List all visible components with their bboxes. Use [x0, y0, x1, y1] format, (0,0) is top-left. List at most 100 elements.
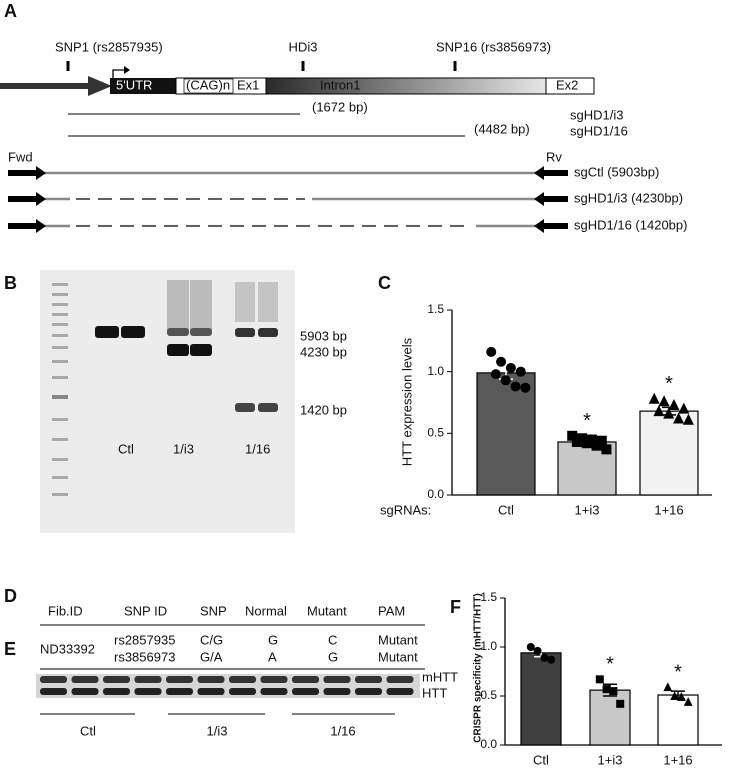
data-point: [663, 682, 673, 692]
blot-band: [386, 688, 414, 695]
group-label: 1/i3: [207, 723, 228, 738]
data-point: [596, 435, 607, 446]
blot-band: [40, 676, 67, 683]
data-point: [547, 655, 556, 664]
lane-label: Ctl: [118, 441, 134, 456]
table-header: PAM: [378, 603, 405, 618]
x-tick-label: Ctl: [533, 752, 549, 767]
table-header: Normal: [245, 603, 287, 618]
y-tick-label: 0.5: [480, 688, 497, 702]
region-label: Ex1: [237, 77, 259, 92]
table-cell: C: [328, 632, 337, 647]
data-point: [663, 407, 675, 419]
deletion-size: (4482 bp): [474, 121, 530, 136]
significance: *: [674, 661, 682, 683]
data-point: [653, 405, 665, 417]
data-point: [616, 699, 625, 708]
utr-box: [110, 78, 176, 94]
deletion-name: sgHD1/16: [570, 123, 628, 138]
bar: [476, 372, 536, 496]
blot-band: [292, 676, 319, 683]
region-label: Intron1: [320, 77, 360, 92]
region-label: (CAG)n: [186, 77, 230, 92]
amplicon-label: sgHD1/i3 (4230bp): [574, 190, 683, 205]
table-cell: G: [328, 649, 338, 664]
blot-bands: [40, 676, 414, 695]
data-point: [658, 395, 670, 407]
y-axis-label: HTT expression levels: [399, 337, 414, 466]
bar: [657, 694, 699, 746]
region-label: 5'UTR: [116, 77, 152, 92]
blot-band: [166, 688, 193, 695]
snp-label: SNP16 (rs3856973): [436, 39, 551, 54]
snp-label: SNP1 (rs2857935): [55, 39, 163, 54]
upstream-arrow: [88, 76, 112, 96]
table-header: Mutant: [307, 603, 347, 618]
data-point: [571, 436, 582, 447]
data-point: [500, 375, 511, 386]
amplicon: [8, 219, 568, 233]
band-size: 5903 bp: [300, 328, 347, 343]
data-point: [673, 412, 685, 424]
blot-band: [134, 676, 162, 683]
panel-label: F: [450, 597, 461, 617]
table-cell: Mutant: [378, 649, 418, 664]
y-tick-label: 1.5: [480, 590, 497, 604]
gel: Ctl 1/i3 1/16 5903 bp 4230 bp 1420 bp: [40, 270, 347, 533]
table-cell: rs3856973: [114, 649, 175, 664]
table-cell: G: [268, 632, 278, 647]
data-point: [677, 692, 686, 701]
deletion-size: (1672 bp): [312, 99, 368, 114]
significance: *: [665, 373, 673, 395]
data-point: [668, 398, 680, 410]
data-point: [609, 687, 618, 696]
data-point: [595, 675, 604, 684]
data-point: [591, 440, 602, 451]
data-point: [678, 402, 690, 414]
gel-bands: [95, 280, 278, 412]
y-axis-label: CRISPR specificity (mHTT/HTT): [473, 593, 484, 742]
data-point: [533, 646, 542, 655]
snp-label: HDi3: [289, 39, 318, 54]
blot-band: [229, 676, 256, 683]
panel-label: B: [4, 273, 17, 293]
x-axis-label: sgRNAs:: [380, 502, 431, 517]
data-point: [683, 697, 693, 706]
data-point: [682, 413, 694, 425]
blot-band: [260, 688, 288, 695]
exon-box: [545, 77, 595, 95]
x-tick-label: 1+i3: [598, 752, 623, 767]
data-point: [505, 362, 516, 373]
primer-label: Rv: [546, 149, 562, 164]
ladder: [52, 283, 68, 496]
group-label: 1/16: [330, 723, 355, 738]
blot-band: [134, 688, 162, 695]
blot-band: [355, 676, 382, 683]
bar: [589, 689, 631, 746]
table-cell: Mutant: [378, 632, 418, 647]
data-point: [496, 356, 507, 367]
blot-band: [323, 676, 351, 683]
intron-box: [265, 77, 547, 95]
region-label: Ex2: [556, 77, 578, 92]
lane-label: 1/i3: [173, 441, 194, 456]
blot-band: [355, 688, 382, 695]
data-point: [601, 444, 612, 455]
amplicon: [8, 192, 568, 206]
data-point: [510, 381, 521, 392]
table-cell: A: [268, 649, 277, 664]
panel-label: C: [378, 273, 391, 293]
panel-label: A: [4, 1, 17, 21]
x-tick-label: 1+16: [654, 502, 683, 517]
significance: *: [583, 410, 591, 432]
data-point: [602, 685, 611, 694]
data-point: [490, 369, 501, 380]
blot-band: [229, 688, 256, 695]
bar: [639, 410, 699, 496]
amplicon: [8, 166, 568, 180]
y-tick-label: 1.5: [427, 302, 444, 316]
table-header: SNP ID: [124, 603, 167, 618]
blot-band: [197, 676, 225, 683]
band-size: 1420 bp: [300, 402, 347, 417]
panel-label: E: [4, 639, 16, 659]
